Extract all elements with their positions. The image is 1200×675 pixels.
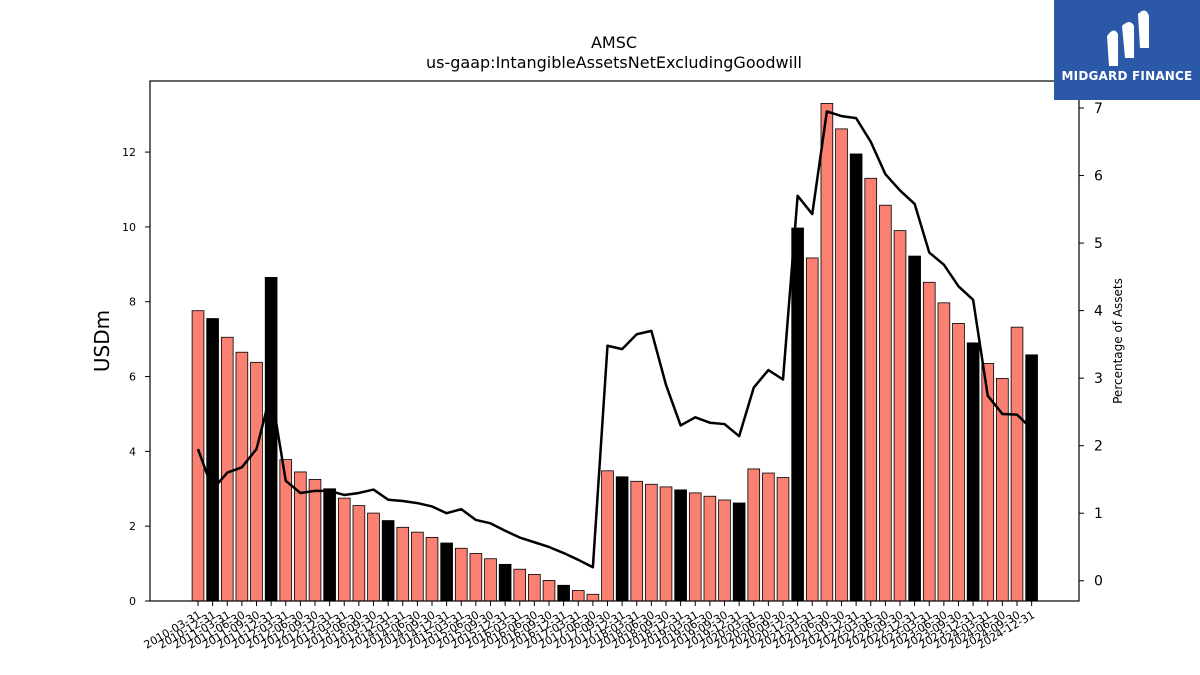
bar [220,336,234,602]
bar [849,153,863,602]
bar [688,492,702,602]
y-right-tick-label: 3 [1094,371,1103,387]
brand-logo: MIDGARD FINANCE [1054,0,1200,100]
bar [805,257,819,602]
bar [542,580,556,602]
bar [674,489,687,602]
y-right-tick-label: 7 [1094,101,1103,117]
x-axis: 2010-03-312010-12-312011-03-312011-06-30… [142,601,1037,652]
bar [454,547,468,602]
bar [323,488,336,602]
y-right-tick-label: 5 [1094,236,1103,252]
bar [893,230,907,602]
bar [908,255,921,602]
chart-subtitle: us-gaap:IntangibleAssetsNetExcludingGood… [426,53,802,72]
bar [367,512,380,602]
bar [352,505,366,602]
bar [586,593,600,602]
bar [762,472,775,602]
bar [732,502,746,602]
y-tick-label: 4 [129,445,136,458]
bar [791,227,804,602]
bar [469,553,483,602]
bar [425,537,439,602]
bar [879,204,892,602]
y-right-tick-label: 1 [1094,506,1103,522]
bar [337,497,351,602]
bar [557,584,570,602]
y-right-tick-label: 4 [1094,304,1103,320]
bar [571,590,585,602]
y-axis-left: 0 2 4 6 8 10 12 [122,146,150,608]
y-tick-label: 0 [129,595,136,608]
y-tick-label: 8 [129,296,136,309]
chart-title: AMSC [591,33,637,52]
y-axis-label: USDm [90,310,114,372]
y-tick-label: 10 [122,221,136,234]
y-tick-label: 12 [122,146,136,159]
bar [922,281,936,602]
logo-mark-icon [1107,10,1149,67]
bar [264,276,278,602]
bar [250,361,263,602]
y-tick-label: 6 [129,371,136,384]
bar [937,302,951,602]
bar [601,470,614,602]
logo-text: MIDGARD FINANCE [1061,69,1193,83]
bar [528,574,541,602]
bar [308,479,322,602]
bar [513,568,527,602]
bar [820,103,834,602]
bar [206,318,219,602]
bar [484,558,497,602]
bar [191,310,205,602]
y-tick-label: 2 [129,520,136,533]
bar [1010,326,1024,602]
bar [440,542,453,602]
y-right-tick-label: 0 [1094,574,1103,590]
y-right-tick-label: 2 [1094,439,1103,455]
bar [645,483,658,602]
bar [381,520,395,602]
bar [718,499,731,602]
bar [952,323,965,602]
bar [835,128,848,602]
bar [996,378,1009,602]
bar [411,531,424,602]
bar [1025,354,1038,602]
bar [703,495,717,602]
y-right-tick-label: 6 [1094,169,1103,185]
percentage-line [196,110,1033,569]
bar [747,468,761,602]
y-axis-right: 0 1 2 3 4 5 6 7 [1079,101,1103,590]
plot-frame [149,80,1080,602]
bar [659,486,673,602]
bar [498,563,512,602]
y-axis-right-label: Percentage of Assets [1111,278,1125,404]
bar [864,177,878,602]
bar [396,526,410,602]
bar [776,477,790,602]
bar [630,480,644,602]
bar [235,351,249,602]
bar [615,476,629,602]
bar [966,342,980,602]
bar-series [191,103,1038,602]
